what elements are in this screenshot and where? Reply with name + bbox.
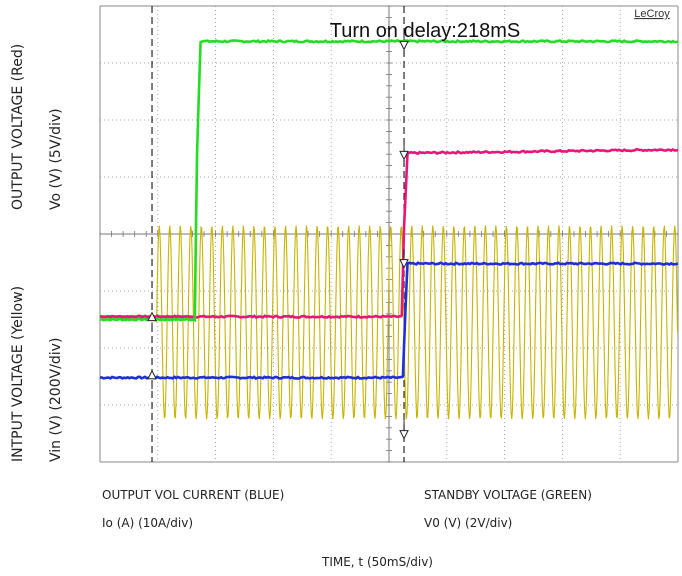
standby-voltage-scale-label: V0 (V) (2V/div) [424, 516, 513, 530]
series-line-vo [99, 147, 679, 319]
series-line-vin [156, 225, 679, 420]
series-line-io [99, 261, 679, 380]
cursor-marker-icon [399, 259, 409, 269]
cursor-marker-icon [147, 369, 157, 380]
input-voltage-label: INTPUT VOLTAGE (Yellow) [10, 285, 26, 462]
output-voltage-scale-label: Vo (V) (5V/div) [48, 108, 64, 210]
x-axis-label: TIME, t (50mS/div) [322, 555, 433, 569]
output-current-label: OUTPUT VOL CURRENT (BLUE) [102, 488, 285, 502]
cursor-marker-icon [399, 150, 409, 161]
plot-area [99, 6, 679, 462]
brand-logo: LeCroy [634, 8, 670, 20]
chart-title: Turn on delay:218mS [330, 20, 520, 42]
series-line-v0 [99, 38, 679, 323]
cursor-marker-icon [399, 430, 409, 440]
cursor-marker-icon [399, 40, 409, 51]
standby-voltage-label: STANDBY VOLTAGE (GREEN) [424, 488, 592, 502]
cursor-marker-icon [147, 311, 157, 322]
output-voltage-label: OUTPUT VOLTAGE (Red) [10, 43, 26, 210]
input-voltage-scale-label: Vin (V) (200V/div) [48, 337, 64, 462]
output-current-scale-label: Io (A) (10A/div) [102, 516, 194, 530]
